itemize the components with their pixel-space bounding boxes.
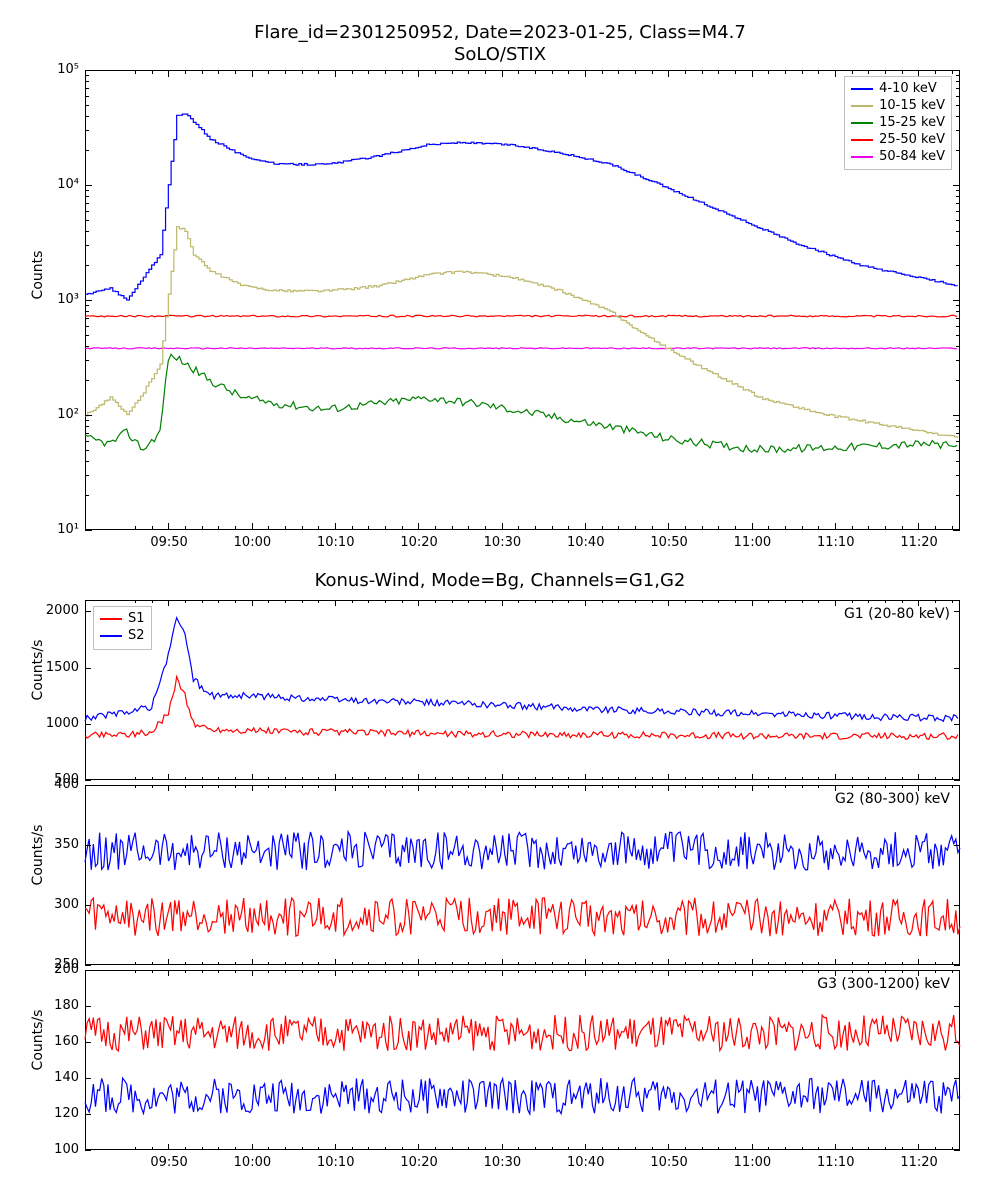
panel2-legend: S1S2 — [93, 606, 152, 650]
panel1-legend: 4-10 keV10-15 keV15-25 keV25-50 keV50-84… — [844, 76, 952, 170]
